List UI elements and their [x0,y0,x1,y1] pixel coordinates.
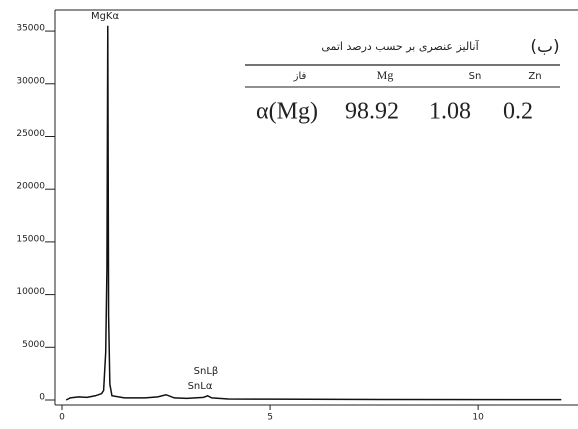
table-header: Mg [377,68,394,82]
y-tick-label: 15000 [16,234,45,244]
y-tick-label: 20000 [16,182,45,192]
annotation: SnLα [188,381,213,392]
annotation: MgKα [91,11,120,22]
y-tick-label: 25000 [16,129,45,139]
table-header: Sn [469,71,482,82]
x-tick-label: 5 [267,413,273,423]
table-header: Zn [528,71,541,82]
table-cell: 98.92 [345,99,399,125]
spectrum-line [65,25,562,401]
y-tick-label: 30000 [16,76,45,86]
y-tick-label: 35000 [16,24,45,34]
table-cell: α(Mg) [256,99,318,125]
inset-title: آنالیز عنصری بر حسب درصد اتمی [321,39,479,53]
y-tick-label: 5000 [22,340,45,350]
table-cell: 0.2 [503,99,533,125]
table-header: فاز [293,71,307,82]
annotation: SnLβ [194,366,219,377]
inset-label: (ب) [530,37,559,57]
x-tick-label: 10 [472,413,484,423]
table-cell: 1.08 [429,99,471,125]
y-tick-label: 0 [39,393,45,403]
x-tick-label: 0 [59,413,65,423]
y-tick-label: 10000 [16,287,45,297]
